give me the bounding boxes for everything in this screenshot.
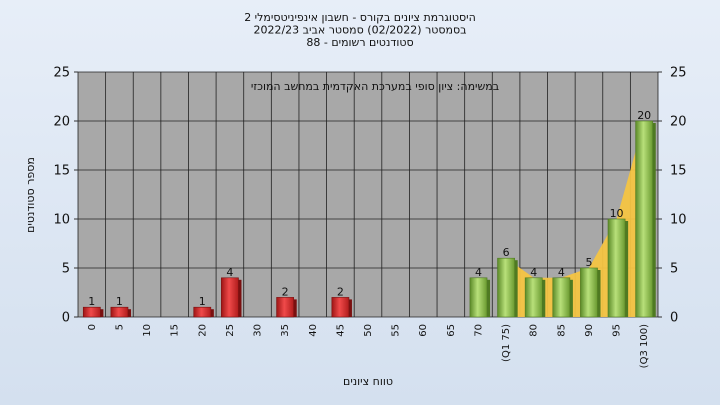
x-tick-label: (Q1 75) [501, 324, 512, 362]
data-label: 6 [503, 246, 510, 259]
data-label: 10 [610, 207, 624, 220]
bars [82, 120, 656, 318]
bar-side [625, 221, 629, 317]
bar-side [652, 123, 656, 317]
y-tick-label: 15 [53, 164, 70, 179]
y-tick-label-right: 5 [670, 262, 678, 277]
x-tick-label: 30 [253, 324, 264, 337]
data-label: 4 [475, 266, 482, 279]
bar-side [569, 279, 573, 317]
data-label: 4 [558, 266, 565, 279]
bar [497, 257, 515, 318]
y-tick-label: 25 [53, 66, 70, 81]
data-label: 1 [88, 295, 95, 308]
bar-side [127, 309, 131, 317]
bar [276, 297, 295, 318]
x-tick-label: 60 [418, 324, 429, 337]
x-tick-label: 95 [612, 324, 623, 337]
bar-side [100, 309, 104, 317]
x-tick-label: 10 [142, 324, 153, 337]
bar [552, 277, 571, 318]
data-label: 4 [530, 266, 537, 279]
x-tick-label: 40 [308, 324, 319, 337]
y-tick-label: 20 [53, 115, 70, 130]
x-tick-label: 15 [170, 324, 181, 337]
data-label: 1 [116, 295, 123, 308]
x-axis-ticks: 0 5 10 15 20 25 30 35 40 45 50 55 60 65 70 (Q1 75) 80 85 9… [87, 324, 650, 368]
y-tick-label: 0 [62, 311, 70, 326]
bar [524, 277, 543, 318]
y-tick-label-right: 20 [670, 115, 687, 130]
data-label: 4 [226, 266, 233, 279]
data-label: 1 [199, 295, 206, 308]
bar [221, 277, 239, 318]
data-label: 2 [282, 285, 289, 298]
bar-side [293, 299, 297, 317]
x-tick-label: 5 [114, 324, 125, 330]
chart-title-line: היסטוגרמת ציונים בקורס - חשבון אינפיניטס… [244, 11, 476, 24]
bar-side [597, 270, 601, 317]
bar-side [542, 279, 546, 317]
bar [193, 306, 212, 318]
bar [82, 306, 101, 318]
x-tick-label: 45 [335, 324, 346, 337]
data-label: 20 [637, 109, 651, 122]
x-tick-label: (Q3 100) [639, 324, 650, 368]
y-axis-left-ticks: 0 5 10 15 20 25 [53, 66, 78, 326]
x-axis-title: טווח ציונים [343, 375, 393, 388]
x-tick-label: 90 [584, 324, 595, 337]
y-tick-label-right: 0 [670, 311, 678, 326]
x-tick-label: 50 [363, 324, 374, 337]
plot-area [78, 72, 658, 317]
data-labels: 1 1 1 4 2 2 4 6 4 4 5 10 20 [88, 109, 651, 308]
chart-annotation: במשימה: ציון סופי במערכת האקדמית במחשב ה… [251, 80, 499, 93]
y-axis-right-ticks: 0 5 10 15 20 25 [658, 66, 687, 326]
x-tick-label: 0 [87, 324, 98, 330]
bar-side [487, 279, 491, 317]
x-tick-label: 35 [280, 324, 291, 337]
bar-side [514, 260, 518, 317]
chart-title-line: סטודנטים רשומים - 88 [306, 36, 413, 49]
bar [469, 277, 488, 318]
bar-side [210, 309, 214, 317]
x-tick-label: 65 [446, 324, 457, 337]
x-tick-label: 20 [197, 324, 208, 337]
x-tick-label: 80 [529, 324, 540, 337]
y-axis-title: מספר סטודנטים [24, 157, 37, 233]
data-label: 5 [585, 256, 592, 269]
bar [635, 120, 654, 318]
x-tick-label: 25 [225, 324, 236, 337]
y-tick-label-right: 15 [670, 164, 687, 179]
bar [110, 306, 129, 318]
bar [580, 267, 598, 318]
chart-title: היסטוגרמת ציונים בקורס - חשבון אינפיניטס… [244, 11, 476, 49]
chart-title-line: בסמסטר (02/2022) סמסטר אביב 2022/23 [253, 24, 466, 37]
bar [331, 297, 350, 318]
bar-side [238, 279, 242, 317]
x-tick-label: 55 [391, 324, 402, 337]
y-tick-label-right: 10 [670, 213, 687, 228]
data-label: 2 [337, 285, 344, 298]
y-tick-label: 10 [53, 213, 70, 228]
bar-side [348, 299, 352, 317]
x-tick-label: 85 [556, 324, 567, 337]
x-tick-label: 70 [473, 324, 484, 337]
bar [607, 218, 626, 318]
y-tick-label: 5 [62, 262, 70, 277]
y-tick-label-right: 25 [670, 66, 687, 81]
